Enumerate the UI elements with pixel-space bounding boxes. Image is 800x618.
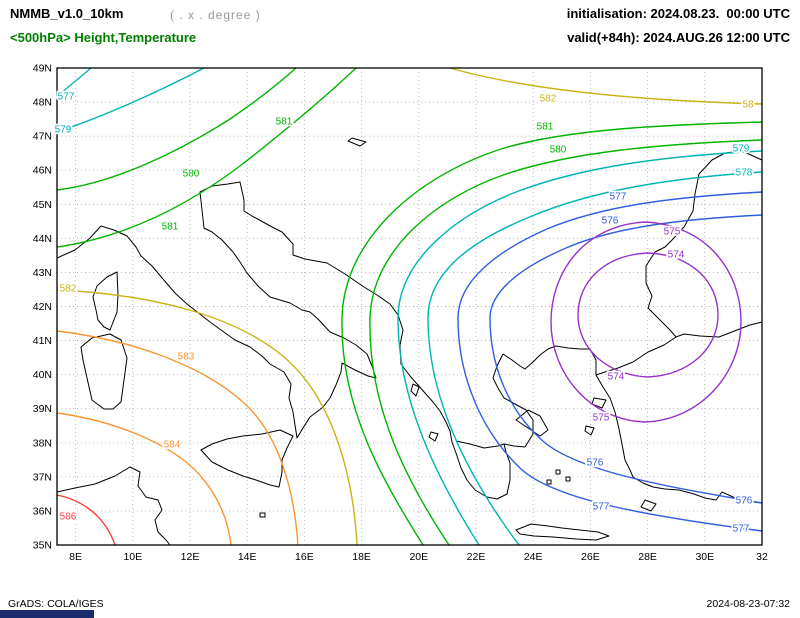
- coastline-path: [259, 512, 266, 518]
- contour-line-584: [56, 412, 232, 546]
- creation-timestamp: 2024-08-23-07:32: [706, 598, 790, 610]
- coastline-path: [595, 336, 677, 376]
- lat-axis-label: 40N: [33, 369, 52, 381]
- contour-line-574: [577, 252, 719, 378]
- contour-line-580: [369, 139, 763, 546]
- lat-axis-label: 46N: [33, 165, 52, 177]
- contour-label-583: 583: [178, 352, 195, 363]
- lon-axis-label: 16E: [295, 551, 314, 563]
- contour-label-575: 575: [593, 413, 610, 424]
- contour-line-579: [56, 67, 205, 133]
- logo-bar: [0, 610, 94, 618]
- coastline-path: [515, 523, 610, 541]
- lat-axis-label: 48N: [33, 97, 52, 109]
- contour-label-580: 580: [550, 145, 567, 156]
- contour-label-581: 581: [537, 122, 554, 133]
- coastline-path: [410, 383, 420, 397]
- lon-axis-label: 32: [756, 551, 768, 563]
- contour-label-576: 576: [602, 216, 619, 227]
- contour-label-574: 574: [608, 372, 625, 383]
- contour-line-580: [56, 67, 297, 191]
- contour-line-583: [56, 330, 299, 546]
- coastline-path: [56, 466, 171, 546]
- contour-label-577: 577: [593, 502, 610, 513]
- contour-line-586: [56, 494, 116, 546]
- coastline-path: [428, 431, 439, 442]
- contour-line-576: [489, 214, 763, 504]
- map-frame: [56, 67, 763, 546]
- lat-axis-label: 47N: [33, 131, 52, 143]
- contour-line-581: [56, 67, 357, 248]
- lat-axis-label: 37N: [33, 471, 52, 483]
- lat-axis-label: 35N: [33, 540, 52, 552]
- contour-label-577: 577: [610, 192, 627, 203]
- grid-resolution-note: ( . x . degree ): [170, 8, 261, 22]
- lat-axis-label: 49N: [33, 63, 52, 75]
- contour-label-582: 58: [742, 100, 754, 111]
- contour-label-580: 580: [183, 169, 200, 180]
- contour-label-576: 576: [736, 496, 753, 507]
- lon-axis-label: 14E: [238, 551, 257, 563]
- lon-axis-label: 12E: [181, 551, 200, 563]
- contour-label-579: 579: [733, 144, 750, 155]
- coastline-path: [645, 150, 763, 338]
- contour-label-579: 579: [55, 125, 72, 136]
- coastline-path: [546, 469, 571, 485]
- contour-label-574: 574: [668, 250, 685, 261]
- contour-label-577: 577: [58, 92, 75, 103]
- coastline-path: [591, 397, 607, 409]
- grads-credit: GrADS: COLA/IGES: [8, 598, 104, 610]
- contour-label-584: 584: [164, 440, 181, 451]
- contour-line-579: [397, 150, 763, 546]
- contour-line-582: [56, 289, 358, 546]
- lon-axis-label: 10E: [123, 551, 142, 563]
- contour-label-576: 576: [587, 458, 604, 469]
- contour-line-581: [341, 121, 763, 546]
- lat-axis-label: 45N: [33, 199, 52, 211]
- lon-axis-label: 24E: [524, 551, 543, 563]
- coastline-path: [56, 181, 763, 504]
- contour-label-575: 575: [664, 227, 681, 238]
- product-title: <500hPa> Height,Temperature: [10, 30, 197, 45]
- contour-line-575: [550, 221, 742, 423]
- lon-axis-label: 30E: [695, 551, 714, 563]
- lon-axis-label: 20E: [409, 551, 428, 563]
- contour-line-578: [427, 171, 763, 546]
- coastline-path: [347, 137, 367, 147]
- contour-label-586: 586: [60, 512, 77, 523]
- contour-label-581: 581: [162, 222, 179, 233]
- coastline-path: [200, 429, 294, 488]
- lat-axis-label: 41N: [33, 335, 52, 347]
- lat-axis-label: 42N: [33, 301, 52, 313]
- coastline-path: [92, 271, 119, 331]
- initialisation-time: initialisation: 2024.08.23. 00:00 UTC: [566, 6, 790, 21]
- contour-label-582: 582: [540, 94, 557, 105]
- coastline-path: [515, 409, 549, 437]
- contour-label-581: 581: [276, 117, 293, 128]
- lat-axis-label: 43N: [33, 267, 52, 279]
- lat-axis-label: 39N: [33, 403, 52, 415]
- coastline-path: [584, 425, 595, 436]
- lat-axis-label: 44N: [33, 233, 52, 245]
- contour-label-578: 578: [736, 168, 753, 179]
- lat-axis-label: 38N: [33, 437, 52, 449]
- contour-label-577: 577: [733, 524, 750, 535]
- lat-axis-label: 36N: [33, 505, 52, 517]
- contour-line-577: [457, 191, 763, 532]
- lon-axis-label: 18E: [352, 551, 371, 563]
- contour-label-582: 582: [60, 284, 77, 295]
- model-title: NMMB_v1.0_10km: [10, 6, 124, 21]
- lon-axis-label: 22E: [467, 551, 486, 563]
- contour-line-582: [449, 67, 763, 105]
- lon-axis-label: 8E: [69, 551, 82, 563]
- lon-axis-label: 26E: [581, 551, 600, 563]
- coastline-path: [80, 333, 128, 410]
- contour-line-577: [56, 67, 92, 97]
- coastline-path: [640, 499, 657, 512]
- valid-time: valid(+84h): 2024.AUG.26 12:00 UTC: [567, 30, 790, 45]
- lon-axis-label: 28E: [638, 551, 657, 563]
